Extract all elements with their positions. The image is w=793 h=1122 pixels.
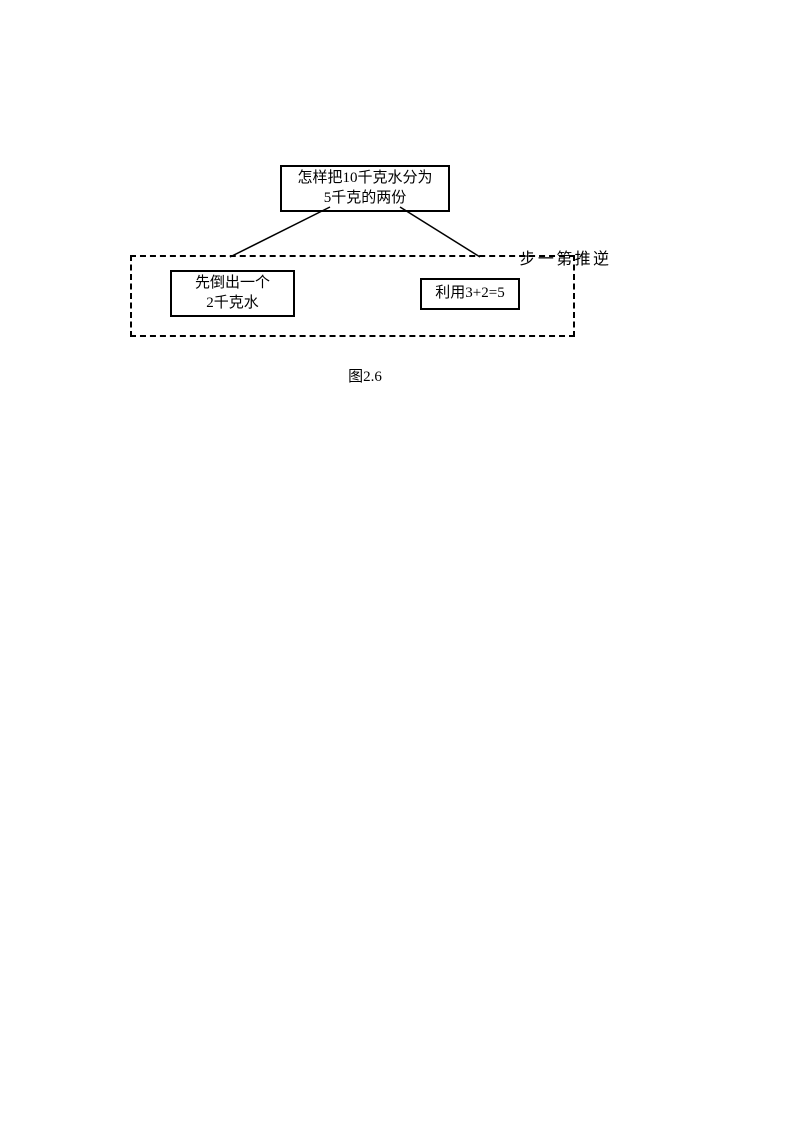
right-node: 利用3+2=5 bbox=[420, 278, 520, 310]
left-node-line1: 先倒出一个 bbox=[195, 275, 270, 291]
side-label: 逆推第一步 bbox=[585, 250, 607, 268]
left-node-line2: 2千克水 bbox=[206, 295, 259, 311]
top-node-line2: 5千克的两份 bbox=[324, 190, 407, 206]
top-node-line1: 怎样把10千克水分为 bbox=[297, 170, 432, 186]
figure-caption: 图2.6 bbox=[140, 365, 590, 386]
right-node-text: 利用3+2=5 bbox=[435, 285, 504, 301]
left-node: 先倒出一个 2千克水 bbox=[170, 270, 295, 317]
